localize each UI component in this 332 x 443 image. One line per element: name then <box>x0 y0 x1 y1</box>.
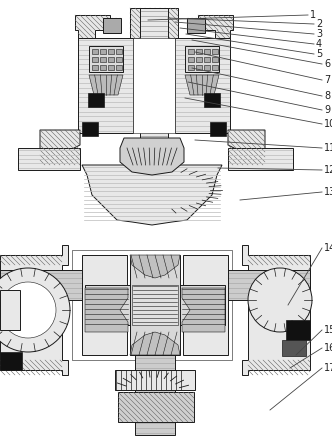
Bar <box>196 49 202 54</box>
Bar <box>133 38 175 133</box>
Circle shape <box>0 282 56 338</box>
Bar <box>108 49 114 54</box>
Text: 7: 7 <box>324 75 330 85</box>
Bar <box>0 290 20 330</box>
Bar <box>188 49 194 54</box>
Polygon shape <box>89 75 123 95</box>
Text: 5: 5 <box>316 49 322 59</box>
Bar <box>82 255 127 355</box>
Text: 11: 11 <box>324 143 332 153</box>
Bar <box>204 93 220 107</box>
Polygon shape <box>182 288 225 332</box>
Bar <box>188 57 194 62</box>
Bar <box>89 46 123 72</box>
Polygon shape <box>75 15 110 38</box>
Bar <box>210 122 226 136</box>
Bar <box>188 65 194 70</box>
Polygon shape <box>0 245 68 375</box>
Bar <box>204 57 210 62</box>
Bar <box>282 340 306 356</box>
Text: 1: 1 <box>310 10 316 20</box>
Bar <box>196 65 202 70</box>
Circle shape <box>142 295 162 315</box>
Bar <box>175 38 230 133</box>
Bar <box>100 57 106 62</box>
Polygon shape <box>242 245 310 375</box>
Bar <box>196 57 202 62</box>
Polygon shape <box>130 332 180 355</box>
Bar <box>92 65 98 70</box>
Bar <box>116 65 122 70</box>
Text: 14: 14 <box>324 243 332 253</box>
Bar <box>118 392 194 422</box>
Text: 16: 16 <box>324 343 332 353</box>
Bar <box>85 285 225 325</box>
Text: 6: 6 <box>324 59 330 69</box>
Polygon shape <box>120 138 184 175</box>
Bar <box>132 285 178 325</box>
Bar <box>212 49 218 54</box>
Bar <box>78 38 133 133</box>
Bar <box>130 8 178 38</box>
Bar <box>116 57 122 62</box>
Bar <box>108 65 114 70</box>
Circle shape <box>248 268 312 332</box>
Circle shape <box>0 268 70 352</box>
Bar <box>0 352 22 370</box>
Bar <box>220 270 310 300</box>
Text: 13: 13 <box>324 187 332 197</box>
Bar <box>18 148 80 170</box>
Bar <box>100 65 106 70</box>
Bar <box>115 370 195 390</box>
Bar <box>82 122 98 136</box>
Text: 15: 15 <box>324 325 332 335</box>
Bar <box>286 320 310 340</box>
Bar <box>92 57 98 62</box>
Text: 2: 2 <box>316 19 322 29</box>
Bar <box>212 57 218 62</box>
Text: 10: 10 <box>324 119 332 129</box>
Bar <box>135 355 175 435</box>
Bar <box>103 18 121 33</box>
Text: 17: 17 <box>324 363 332 373</box>
Polygon shape <box>85 288 128 332</box>
Bar <box>204 65 210 70</box>
Text: 9: 9 <box>324 105 330 115</box>
Text: 8: 8 <box>324 91 330 101</box>
Bar <box>187 18 205 33</box>
Text: 12: 12 <box>324 165 332 175</box>
Bar <box>92 49 98 54</box>
Bar <box>212 65 218 70</box>
Bar <box>100 49 106 54</box>
Bar <box>108 57 114 62</box>
Polygon shape <box>198 15 233 38</box>
Bar <box>228 148 293 170</box>
Bar <box>88 93 104 107</box>
Bar <box>185 46 219 72</box>
Bar <box>116 49 122 54</box>
Text: 4: 4 <box>316 39 322 49</box>
Bar <box>130 255 180 355</box>
Polygon shape <box>185 75 219 95</box>
Polygon shape <box>82 165 222 225</box>
Polygon shape <box>130 255 180 278</box>
Text: 3: 3 <box>316 29 322 39</box>
Bar <box>140 8 168 148</box>
Bar <box>72 250 232 360</box>
Polygon shape <box>40 130 80 165</box>
Bar <box>183 255 228 355</box>
Bar <box>0 270 90 300</box>
Polygon shape <box>228 130 265 165</box>
Bar <box>204 49 210 54</box>
